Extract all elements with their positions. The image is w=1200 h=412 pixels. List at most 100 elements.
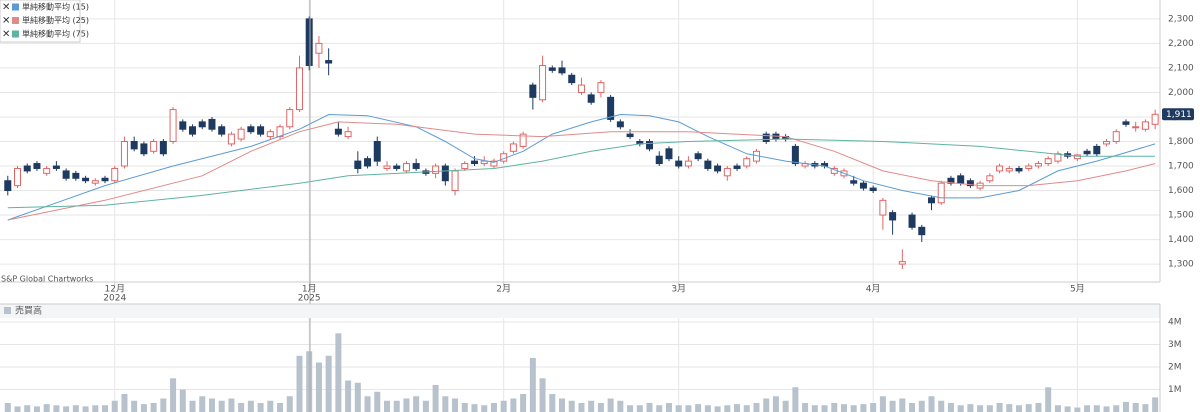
volume-bar (928, 396, 935, 412)
volume-bar (432, 385, 439, 412)
volume-bar (724, 405, 731, 412)
candle-body (733, 165, 741, 169)
candle-body (743, 158, 751, 167)
volume-bar (63, 406, 70, 412)
volume-bar (335, 333, 342, 412)
candle-body (1015, 167, 1023, 172)
y-tick-label: 1,500 (1168, 211, 1194, 221)
volume-bar (199, 396, 206, 412)
volume-bar (539, 378, 546, 412)
candle-body (218, 126, 226, 135)
volume-bar (947, 403, 954, 412)
volume-bar (1035, 403, 1042, 412)
volume-bar (588, 400, 595, 412)
candle-body (91, 180, 99, 184)
legend-label: 単純移動平均 (75) (22, 29, 89, 39)
candle-body (966, 180, 974, 187)
candle-body (1141, 121, 1149, 130)
volume-bar (860, 404, 867, 412)
candle-body (879, 199, 887, 216)
volume-bar (1132, 403, 1139, 412)
legend-remove[interactable]: ✕ (2, 16, 10, 27)
candle-body (344, 131, 352, 138)
candle-body (432, 165, 440, 174)
volume-bar (1054, 405, 1061, 412)
volume-bar (957, 405, 964, 412)
volume-bar (1122, 401, 1129, 412)
candle-body (509, 143, 517, 152)
candle-body (626, 133, 634, 138)
candle-body (529, 84, 537, 98)
volume-bar (1016, 405, 1023, 412)
candle-body (237, 128, 245, 140)
candle-body (1093, 145, 1101, 155)
volume-bar (422, 400, 429, 412)
volume-bar (675, 405, 682, 412)
volume-bar (704, 405, 711, 412)
volume-bar (811, 405, 818, 412)
volume-bar (753, 403, 760, 412)
volume-bar (500, 400, 507, 412)
candle-body (461, 163, 469, 169)
candle-body (675, 160, 683, 167)
moving-average-line (7, 121, 1156, 221)
candle-body (723, 167, 731, 177)
candle-body (577, 84, 585, 93)
candle-body (412, 163, 420, 169)
candle-body (597, 82, 605, 93)
volume-bar (938, 400, 945, 412)
candle-body (62, 170, 70, 179)
y-tick-label: 1,800 (1168, 137, 1194, 147)
candle-body (364, 158, 372, 167)
volume-bar (315, 362, 322, 412)
candle-body (869, 187, 877, 192)
volume-bar (1074, 407, 1081, 412)
volume-bar (102, 405, 109, 412)
legend-remove[interactable]: ✕ (2, 29, 10, 40)
candle-body (402, 163, 410, 172)
volume-bar (909, 403, 916, 412)
volume-bar (665, 403, 672, 412)
candle-body (850, 180, 858, 184)
volume-bar (170, 378, 177, 412)
y-tick-label: 1,400 (1168, 235, 1194, 245)
volume-bar (218, 400, 225, 412)
candle-body (704, 160, 712, 169)
candle-body (295, 67, 303, 111)
volume-bar (802, 403, 809, 412)
legend: ✕ 単純移動平均 (15) ✕ 単純移動平均 (25) ✕ 単純移動平均 (75) (0, 0, 89, 43)
candle-body (996, 165, 1004, 172)
volume-bar (763, 398, 770, 412)
x-tick-label: 12月 (105, 284, 125, 295)
volume-bar (92, 405, 99, 412)
candle-body (189, 126, 197, 135)
y-tick-label: 2M (1168, 363, 1182, 373)
volume-bar (889, 400, 896, 412)
last-price-label: 1,911 (1166, 110, 1192, 120)
volume-bar (277, 403, 284, 412)
candle-body (159, 140, 167, 155)
y-tick-label: 1,300 (1168, 260, 1194, 270)
volume-bar (840, 404, 847, 412)
volume-bar (364, 396, 371, 412)
candle-body (140, 143, 148, 155)
legend-remove[interactable]: ✕ (2, 2, 10, 13)
volume-bar (325, 355, 332, 412)
legend-swatch (12, 17, 19, 24)
candle-body (1122, 121, 1130, 125)
y-tick-label: 1,700 (1168, 162, 1194, 172)
candle-body (334, 128, 342, 135)
volume-bar (471, 404, 478, 412)
candle-body (315, 42, 323, 54)
candle-body (286, 109, 294, 128)
candle-body (548, 67, 556, 71)
volume-bar (977, 405, 984, 412)
volume-bar (636, 405, 643, 412)
volume-bar (559, 398, 566, 412)
volume-bar (967, 404, 974, 412)
candle-body (908, 214, 916, 228)
volume-bar (568, 400, 575, 412)
candle-body (762, 133, 770, 142)
volume-bar (529, 358, 536, 412)
